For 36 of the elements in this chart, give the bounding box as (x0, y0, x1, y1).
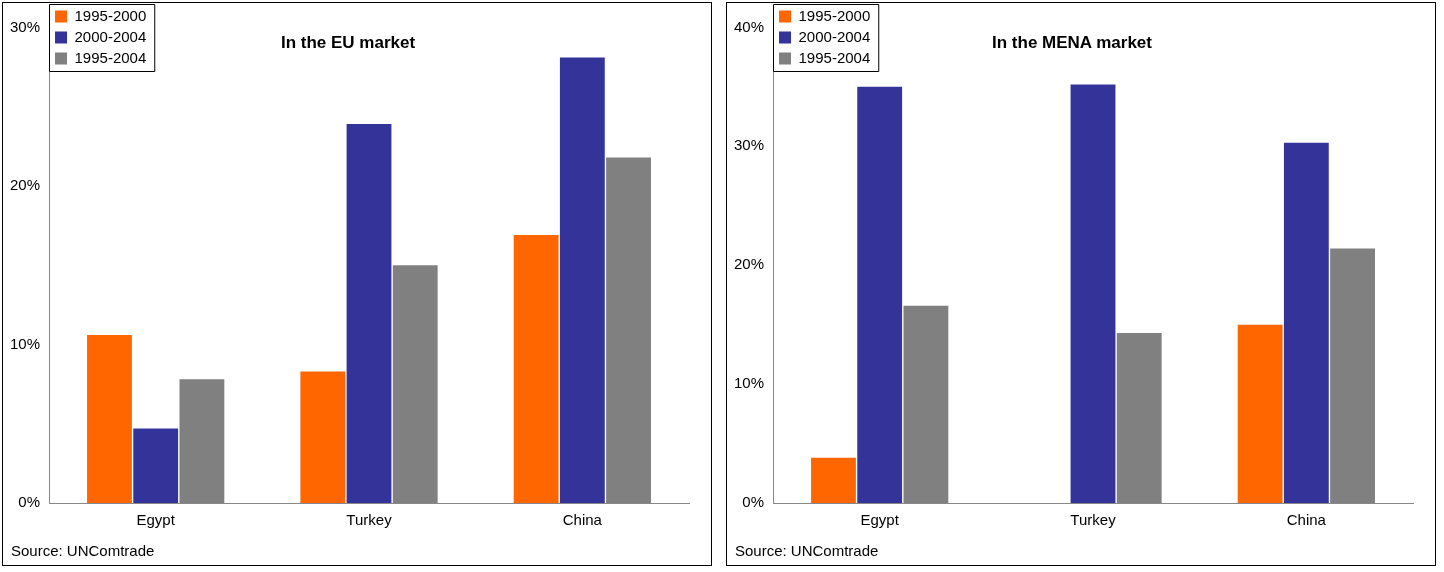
bar (300, 371, 346, 503)
bar (133, 428, 179, 503)
source-note: Source: UNComtrade (11, 542, 155, 559)
legend-label: 1995-2000 (74, 6, 147, 24)
legend-label: 2000-2004 (74, 27, 147, 45)
legend-label: 1995-2004 (798, 48, 871, 66)
legend-label: 1995-2004 (74, 48, 147, 66)
x-tick-label: Egypt (860, 511, 900, 529)
bar (559, 57, 605, 503)
x-tick-label: Turkey (1070, 511, 1117, 529)
y-tick-label: 20% (733, 255, 765, 273)
bar (857, 86, 903, 503)
y-tick-label: 30% (733, 136, 765, 154)
x-tick-label: Egypt (136, 511, 176, 529)
y-tick-label: 10% (9, 334, 41, 352)
x-tick-label: China (562, 511, 603, 529)
y-tick-label: 0% (742, 493, 765, 511)
bar (346, 124, 392, 503)
chart-title: In the EU market (280, 32, 416, 52)
y-tick-label: 40% (733, 17, 765, 35)
chart-title: In the MENA market (992, 32, 1153, 52)
x-tick-label: China (1286, 511, 1327, 529)
y-tick-label: 30% (9, 17, 41, 35)
bar (87, 334, 132, 503)
bar (811, 457, 856, 503)
y-tick-label: 0% (18, 493, 41, 511)
y-tick-label: 10% (733, 374, 765, 392)
x-tick-label: Turkey (346, 511, 393, 529)
y-tick-label: 20% (9, 176, 41, 194)
bar (513, 235, 559, 503)
bar (1070, 84, 1116, 503)
legend-label: 2000-2004 (798, 27, 871, 45)
bar (1283, 142, 1329, 503)
bar (1237, 324, 1283, 503)
source-note: Source: UNComtrade (735, 542, 879, 559)
legend-label: 1995-2000 (798, 6, 871, 24)
